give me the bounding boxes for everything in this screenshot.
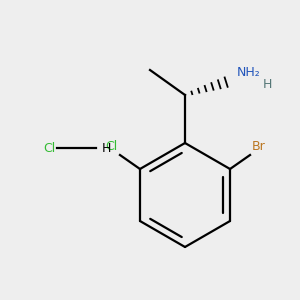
Text: NH₂: NH₂: [237, 65, 261, 79]
Text: H: H: [263, 79, 272, 92]
Text: Br: Br: [252, 140, 266, 153]
Text: Cl: Cl: [106, 140, 118, 153]
Text: H: H: [102, 142, 111, 154]
Text: Cl: Cl: [43, 142, 55, 154]
